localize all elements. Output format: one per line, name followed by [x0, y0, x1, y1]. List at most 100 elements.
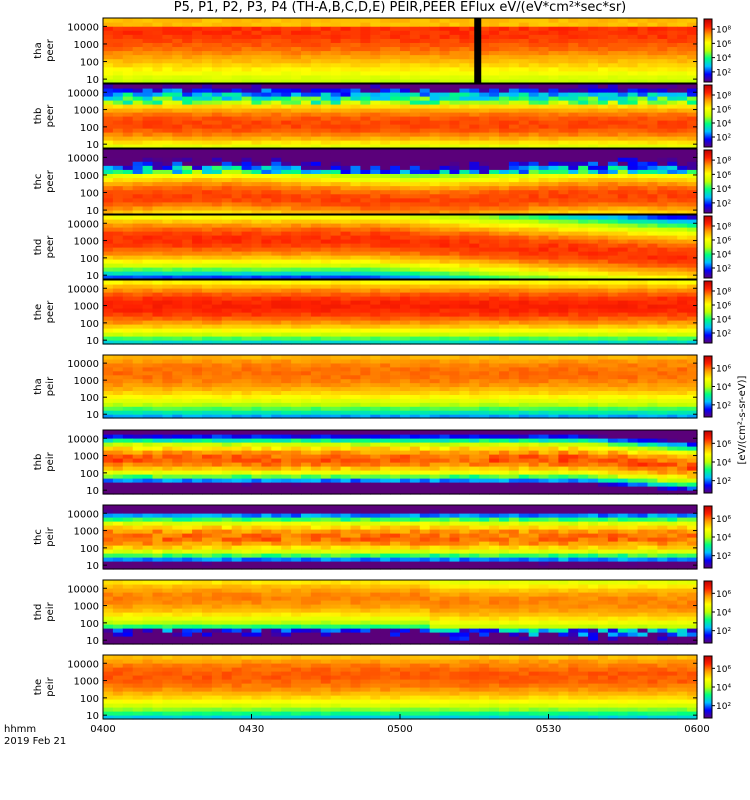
- heatmap-cell: [479, 42, 490, 48]
- heatmap-cell: [320, 42, 332, 48]
- heatmap-cell: [647, 215, 658, 220]
- heatmap-cell: [112, 108, 124, 113]
- heatmap-cell: [172, 169, 183, 174]
- heatmap-cell: [271, 308, 282, 313]
- heatmap-cell: [479, 259, 490, 264]
- heatmap-cell: [419, 284, 431, 289]
- heatmap-cell: [578, 275, 589, 280]
- heatmap-cell: [588, 58, 599, 64]
- heatmap-cell: [499, 219, 510, 224]
- heatmap-cell: [310, 312, 322, 317]
- heatmap-cell: [617, 177, 629, 183]
- heatmap-cell: [607, 181, 619, 187]
- heatmap-cell: [172, 304, 183, 309]
- heatmap-cell: [588, 169, 599, 174]
- heatmap-cell: [241, 30, 253, 35]
- heatmap-cell: [558, 328, 569, 333]
- heatmap-cell: [598, 88, 609, 93]
- heatmap-cell: [637, 104, 649, 109]
- heatmap-cell: [627, 201, 639, 207]
- heatmap-cell: [687, 288, 698, 293]
- heatmap-cell: [548, 104, 559, 109]
- heatmap-cell: [568, 74, 579, 80]
- heatmap-cell: [281, 108, 292, 113]
- heatmap-cell: [607, 292, 619, 297]
- heatmap-cell: [469, 108, 480, 113]
- heatmap-cell: [400, 189, 411, 195]
- heatmap-cell: [291, 78, 302, 84]
- heatmap-cell: [558, 181, 569, 187]
- heatmap-cell: [578, 300, 589, 305]
- heatmap-cell: [380, 128, 391, 133]
- heatmap-cell: [291, 251, 302, 256]
- heatmap-cell: [479, 46, 490, 52]
- heatmap-cell: [360, 263, 371, 268]
- heatmap-cell: [192, 197, 203, 203]
- heatmap-cell: [400, 304, 411, 309]
- heatmap-cell: [370, 50, 381, 56]
- heatmap-cell: [508, 247, 520, 252]
- heatmap-cell: [558, 128, 569, 133]
- heatmap-cell: [122, 239, 134, 244]
- heatmap-cell: [528, 300, 540, 305]
- heatmap-cell: [657, 239, 668, 244]
- heatmap-cell: [687, 128, 698, 133]
- heatmap-cell: [310, 300, 322, 305]
- heatmap-cell: [409, 78, 421, 84]
- heatmap-cell: [142, 231, 154, 236]
- heatmap-cell: [687, 324, 698, 329]
- heatmap-cell: [598, 300, 609, 305]
- heatmap-cell: [687, 189, 698, 195]
- heatmap-cell: [162, 340, 173, 345]
- heatmap-cell: [122, 96, 134, 101]
- heatmap-cell: [390, 140, 401, 145]
- heatmap-cell: [132, 394, 144, 399]
- heatmap-cell: [291, 209, 302, 215]
- heatmap-cell: [360, 177, 371, 183]
- heatmap-cell: [528, 116, 540, 121]
- heatmap-cell: [419, 181, 431, 187]
- heatmap-cell: [350, 296, 361, 301]
- heatmap-cell: [578, 132, 589, 137]
- heatmap-cell: [637, 292, 649, 297]
- heatmap-cell: [409, 140, 421, 145]
- heatmap-cell: [499, 70, 510, 76]
- heatmap-cell: [508, 227, 520, 232]
- heatmap-cell: [320, 177, 332, 183]
- heatmap-cell: [390, 149, 401, 154]
- heatmap-cell: [221, 219, 233, 224]
- heatmap-cell: [301, 132, 312, 137]
- heatmap-cell: [647, 197, 658, 203]
- heatmap-cell: [429, 50, 441, 56]
- y-tick-label: 1000: [74, 40, 99, 51]
- heatmap-cell: [409, 26, 421, 31]
- heatmap-cell: [419, 124, 431, 129]
- heatmap-cell: [112, 227, 124, 232]
- heatmap-cell: [449, 209, 460, 215]
- heatmap-cell: [142, 38, 154, 43]
- heatmap-cell: [221, 247, 233, 252]
- heatmap-cell: [340, 88, 352, 93]
- heatmap-cell: [182, 332, 193, 337]
- heatmap-cell: [578, 205, 589, 211]
- heatmap-cell: [538, 54, 550, 60]
- heatmap-cell: [211, 324, 223, 329]
- heatmap-cell: [528, 292, 540, 297]
- heatmap-cell: [588, 181, 599, 187]
- heatmap-cell: [568, 197, 579, 203]
- heatmap-cell: [132, 402, 144, 407]
- heatmap-cell: [320, 227, 332, 232]
- heatmap-cell: [202, 46, 213, 52]
- heatmap-cell: [350, 340, 361, 345]
- heatmap-cell: [617, 132, 629, 137]
- heatmap-cell: [429, 340, 441, 345]
- heatmap-cell: [489, 92, 500, 97]
- heatmap-cell: [469, 316, 480, 321]
- heatmap-cell: [677, 165, 688, 170]
- heatmap-cell: [320, 88, 332, 93]
- heatmap-cell: [647, 173, 658, 179]
- heatmap-cell: [419, 324, 431, 329]
- heatmap-cell: [528, 173, 540, 179]
- heatmap-cell: [192, 128, 203, 133]
